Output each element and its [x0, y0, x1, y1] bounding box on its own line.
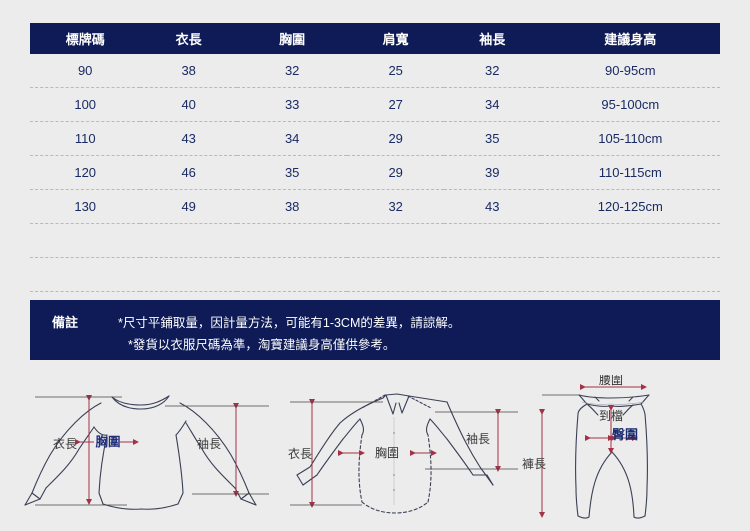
- svg-text:胸圍: 胸圍: [375, 445, 399, 460]
- svg-text:腰圍: 腰圍: [599, 375, 623, 387]
- svg-text:到檔: 到檔: [599, 409, 623, 423]
- svg-text:臀圍: 臀圍: [612, 427, 638, 442]
- svg-text:胸圍: 胸圍: [95, 434, 120, 449]
